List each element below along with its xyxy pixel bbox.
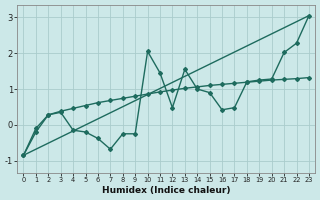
X-axis label: Humidex (Indice chaleur): Humidex (Indice chaleur) [102,186,230,195]
